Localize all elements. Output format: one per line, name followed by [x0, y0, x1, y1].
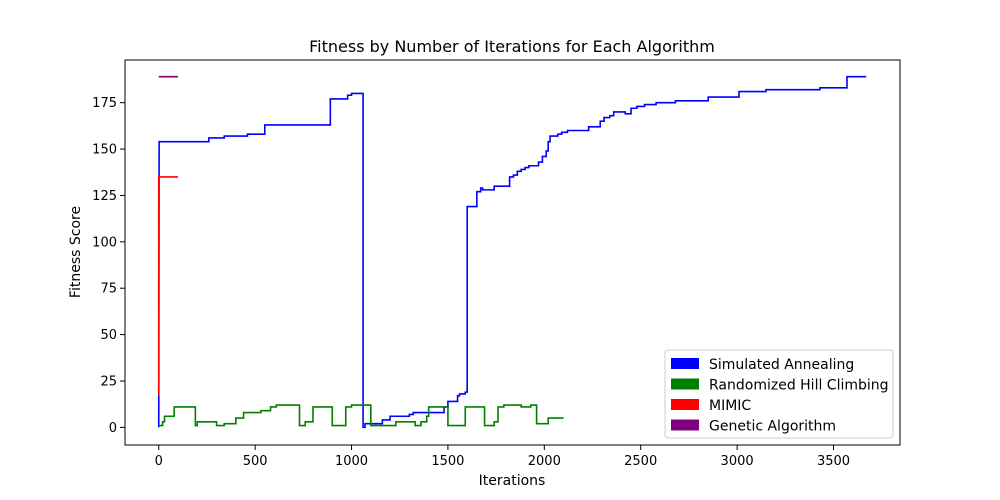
legend-box: [664, 349, 894, 439]
legend-label: Simulated Annealing: [709, 357, 854, 373]
legend-swatch: [671, 419, 699, 431]
legend-swatch: [671, 399, 699, 410]
y-tick-label: 25: [100, 374, 117, 389]
x-tick-label: 1500: [431, 454, 464, 469]
plot-area: [157, 75, 867, 429]
series-line-simulated-annealing: [157, 75, 867, 429]
x-axis: 0 500 1000 1500 2000 2500 3000 3500: [155, 445, 850, 469]
y-tick-label: 150: [92, 143, 117, 158]
y-axis-title: Fitness Score: [68, 206, 84, 298]
x-tick-label: 3000: [721, 454, 754, 469]
y-tick-label: 125: [92, 189, 117, 204]
y-axis: 0 25 50 75 100 125 150 175: [92, 96, 125, 436]
x-tick-label: 1000: [335, 454, 368, 469]
x-tick-label: 500: [243, 454, 268, 469]
x-tick-label: 3500: [817, 454, 850, 469]
y-tick-label: 75: [100, 282, 117, 297]
x-tick-label: 0: [155, 454, 163, 469]
legend-label: Genetic Algorithm: [709, 419, 836, 435]
y-tick-label: 0: [109, 421, 117, 436]
legend-swatch: [671, 358, 699, 369]
y-tick-label: 175: [92, 96, 117, 111]
plot-frame: [124, 59, 901, 446]
chart-title: Fitness by Number of Iterations for Each…: [309, 37, 715, 56]
x-tick-label: 2500: [624, 454, 657, 469]
series-line-mimic: [157, 176, 179, 396]
x-tick-label: 2000: [528, 454, 561, 469]
series-line-randomized-hill-climbing: [158, 404, 564, 427]
legend-label: MIMIC: [709, 398, 751, 414]
y-tick-label: 50: [100, 328, 117, 343]
x-axis-title: Iterations: [479, 473, 546, 489]
y-tick-label: 100: [92, 235, 117, 250]
legend-label: Randomized Hill Climbing: [709, 378, 889, 394]
legend-swatch: [671, 378, 699, 390]
legend: Simulated Annealing Randomized Hill Climb…: [664, 349, 894, 439]
